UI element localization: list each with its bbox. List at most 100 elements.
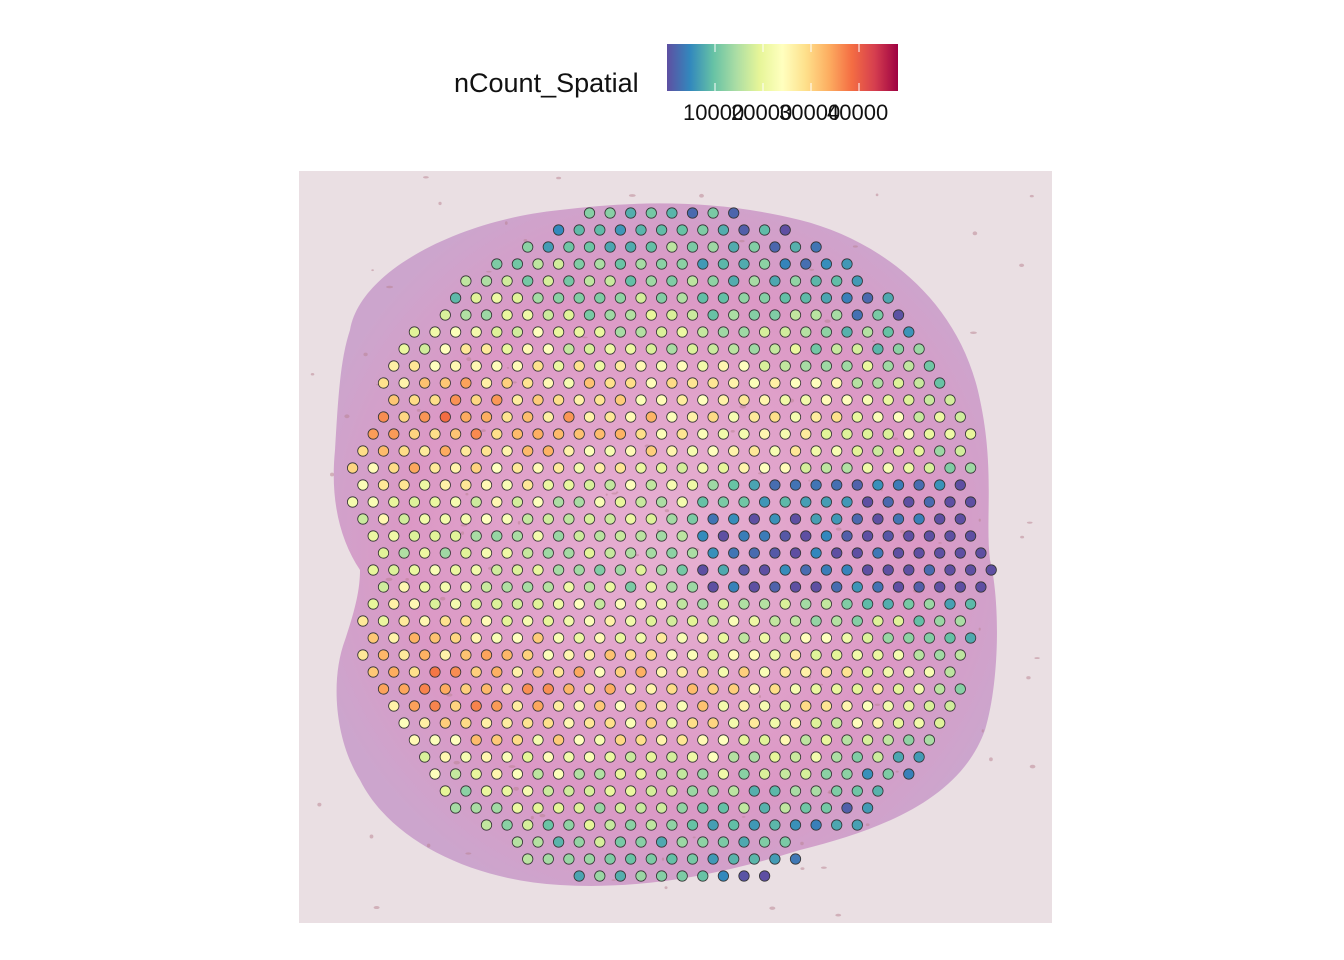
- spot: [810, 445, 822, 457]
- speck: [730, 429, 735, 433]
- spot: [419, 479, 431, 491]
- spot: [625, 615, 637, 627]
- spot: [666, 513, 678, 525]
- spot: [666, 377, 678, 389]
- spot: [470, 326, 482, 338]
- spot: [820, 326, 833, 338]
- spot: [810, 785, 822, 797]
- spot: [882, 462, 894, 474]
- spot: [377, 411, 390, 423]
- spot: [460, 445, 472, 457]
- speck: [582, 336, 588, 339]
- spot: [872, 309, 884, 321]
- spot: [552, 598, 565, 610]
- spot: [552, 394, 565, 406]
- spot: [552, 326, 565, 338]
- spot: [522, 717, 534, 729]
- spot: [449, 564, 462, 576]
- spot: [903, 564, 915, 576]
- spot: [779, 496, 791, 508]
- spot: [686, 241, 699, 253]
- spot: [542, 615, 554, 627]
- spot: [728, 513, 740, 525]
- spot: [398, 445, 410, 457]
- spot: [758, 428, 771, 440]
- spot: [398, 615, 410, 627]
- spot: [728, 275, 740, 287]
- spot: [635, 462, 647, 474]
- spot: [789, 717, 802, 729]
- spot: [717, 292, 730, 304]
- spot: [583, 207, 596, 219]
- spot: [501, 785, 513, 797]
- spot: [429, 734, 441, 746]
- spot: [686, 785, 699, 797]
- spot: [388, 496, 400, 508]
- spot: [769, 445, 781, 457]
- spot: [501, 751, 513, 763]
- spot: [686, 649, 699, 661]
- spot: [717, 768, 730, 780]
- spot: [625, 853, 637, 865]
- spot: [491, 768, 503, 780]
- spot: [697, 666, 709, 678]
- spot: [779, 258, 791, 270]
- spot: [728, 581, 740, 593]
- spot: [903, 666, 915, 678]
- legend-tick-label: 30000: [779, 100, 841, 125]
- spot: [779, 224, 791, 236]
- spot: [635, 224, 647, 236]
- spot: [769, 275, 781, 287]
- spot: [645, 649, 657, 661]
- spot: [841, 360, 853, 372]
- speck: [508, 765, 516, 768]
- spot: [645, 683, 657, 695]
- spot: [532, 360, 544, 372]
- spot: [408, 700, 420, 712]
- spot: [717, 802, 730, 814]
- spot: [522, 377, 534, 389]
- spot: [563, 377, 575, 389]
- spot: [470, 428, 482, 440]
- spot: [831, 683, 843, 695]
- speck: [758, 695, 762, 699]
- spot: [645, 343, 657, 355]
- spot: [686, 445, 699, 457]
- speck: [972, 231, 978, 236]
- spot: [429, 530, 441, 542]
- spot: [573, 564, 585, 576]
- spot: [820, 530, 833, 542]
- spot: [728, 377, 740, 389]
- spot: [820, 700, 833, 712]
- legend-tick-labels: 10000 20000 30000 40000: [667, 100, 967, 130]
- spot: [388, 666, 400, 678]
- spot: [820, 360, 833, 372]
- spot: [419, 343, 431, 355]
- spot: [872, 683, 884, 695]
- spot: [491, 496, 503, 508]
- spot: [697, 428, 709, 440]
- spot: [841, 802, 853, 814]
- spot: [357, 445, 369, 457]
- spot: [594, 836, 606, 848]
- spot: [522, 275, 534, 287]
- spot: [892, 581, 905, 593]
- spot: [923, 530, 936, 542]
- spot: [573, 700, 585, 712]
- speck: [440, 596, 446, 601]
- speck: [892, 437, 899, 441]
- spot: [594, 258, 606, 270]
- spot: [810, 377, 822, 389]
- spot: [789, 819, 802, 831]
- spot: [831, 411, 843, 423]
- spot: [686, 717, 699, 729]
- speck: [611, 879, 616, 881]
- spot: [522, 479, 534, 491]
- spot: [738, 496, 750, 508]
- spot: [810, 649, 822, 661]
- spot: [810, 615, 822, 627]
- spot: [686, 275, 699, 287]
- spot: [511, 326, 524, 338]
- spot: [480, 751, 493, 763]
- spot: [800, 700, 812, 712]
